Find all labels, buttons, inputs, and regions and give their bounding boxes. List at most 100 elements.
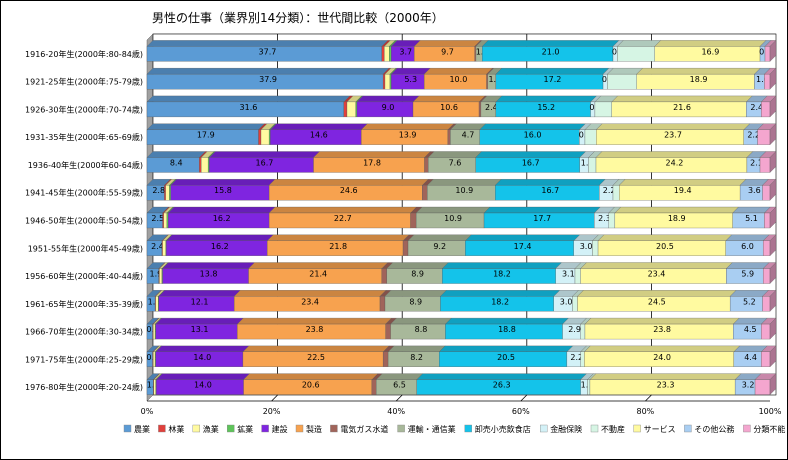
row-label: 1951-55年生(2000年45-49歳) (28, 243, 143, 253)
legend-swatch (633, 424, 641, 433)
bar-segment (617, 46, 655, 62)
data-label: 16.0 (524, 131, 542, 140)
row-label: 1946-50年生(2000年:50-54歳) (25, 216, 143, 226)
bar-segment (169, 185, 171, 201)
bar-segment (381, 46, 385, 62)
bar-segment (382, 351, 389, 367)
legend-swatch (295, 424, 304, 433)
data-label: 1.6 (756, 75, 769, 84)
bar-segment-top (356, 95, 420, 103)
bar-segment-top (481, 40, 620, 47)
bar-segment (402, 240, 409, 256)
bar-segment (384, 46, 390, 62)
bar-segment (379, 296, 386, 312)
data-label: 6.5 (393, 381, 406, 390)
data-label: 4.4 (744, 353, 757, 362)
data-label: 5.2 (743, 297, 756, 306)
bar-segment-top (248, 262, 389, 269)
legend-swatch (158, 424, 166, 433)
row-label: 1961-65年生(2000年:35-39歳) (25, 299, 143, 309)
data-label: 26.3 (493, 381, 511, 390)
bar-segment-top (387, 345, 446, 352)
data-label: 13.8 (200, 270, 218, 279)
bar-segment (762, 268, 771, 284)
bar-segment-top (483, 206, 601, 214)
data-label: 24.2 (666, 158, 684, 167)
legend-label: 漁業 (203, 424, 219, 434)
bar-segment (385, 323, 391, 340)
data-label: 23.4 (301, 297, 319, 306)
bar-segment-top (441, 262, 563, 269)
data-label: 3.0 (580, 242, 593, 251)
bar-segment (410, 212, 417, 229)
bar-segment-top (614, 206, 739, 214)
data-label: 2.1 (750, 158, 763, 167)
bar-segment-top (243, 373, 379, 380)
bar-segment-top (654, 40, 767, 47)
data-label: 2.3 (598, 214, 611, 223)
bar-segment-top (158, 290, 241, 297)
bar-segment-top (636, 68, 761, 75)
bar-end-face (769, 95, 777, 118)
data-label: 9.7 (441, 47, 454, 56)
data-label: 5.1 (745, 214, 758, 223)
bar-segment (757, 129, 771, 145)
bar-segment-top (146, 123, 265, 130)
bar-segment-top (155, 345, 250, 352)
bar-segment (762, 185, 771, 201)
row-label: 1936-40年生(2000年60-64歳) (28, 160, 143, 170)
data-label: 21.4 (309, 270, 327, 279)
data-label: 2.5 (151, 214, 164, 223)
bar-segment (164, 185, 166, 201)
bar-end-face (769, 345, 777, 368)
data-label: 17.2 (544, 75, 562, 84)
bar-segment (754, 379, 771, 395)
bar-segment (761, 101, 771, 118)
legend-label: サービス (644, 425, 676, 434)
data-label: 1.3 (148, 297, 161, 306)
bar-segment (580, 323, 586, 340)
data-label: 23.7 (664, 131, 682, 140)
bar-segment-top (268, 206, 417, 214)
legend-swatch (743, 424, 751, 433)
bar-segment-top (611, 95, 753, 103)
row-label: 1966-70年生(2000年:30-34歳) (25, 327, 143, 337)
data-label: 21.0 (542, 47, 560, 56)
gridline-floor (520, 394, 528, 402)
legend-label: 林業 (168, 424, 184, 434)
bar-segment-top (155, 317, 244, 325)
legend-label: 金融保険 (550, 424, 582, 434)
bar-segment (759, 157, 771, 173)
data-label: 2.2 (570, 353, 583, 362)
bar-segment-top (475, 151, 587, 158)
bar-segment (389, 74, 392, 90)
bar-segment (592, 240, 599, 256)
bar-end-face (769, 262, 777, 284)
data-label: 8.9 (411, 270, 424, 279)
data-label: 37.9 (259, 75, 277, 84)
bar-segment (153, 323, 156, 340)
data-label: 2.9 (568, 325, 581, 334)
bar-segment-top (423, 68, 493, 75)
bar-segment-top (167, 206, 276, 214)
bar-end-face (769, 123, 777, 146)
data-label: 1.9 (150, 270, 163, 279)
bar-segment-top (165, 234, 274, 241)
bar-segment (761, 351, 771, 367)
bar-segment (580, 351, 585, 367)
gridline-floor (395, 394, 403, 402)
data-label: 2.4 (750, 103, 763, 112)
data-label: 8.4 (170, 158, 183, 167)
gridline-floor (645, 394, 652, 402)
bar-segment-top (236, 317, 392, 325)
bar-segment-top (162, 262, 255, 269)
data-label: 10.0 (449, 75, 467, 84)
row-label: 1931-35年生(2000年:65-69歳) (25, 132, 143, 142)
bar-segment (371, 379, 377, 395)
data-label: 37.7 (259, 47, 277, 56)
bar-segment (588, 157, 597, 173)
bar-segment (762, 240, 771, 256)
gridline-floor (271, 394, 278, 402)
bar-segment-top (729, 290, 769, 297)
bar-segment-top (618, 179, 747, 186)
